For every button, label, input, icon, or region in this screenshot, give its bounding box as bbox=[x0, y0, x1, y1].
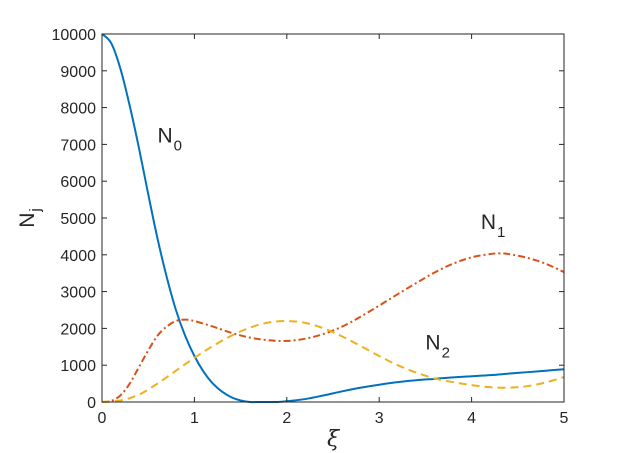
x-tick-label: 2 bbox=[282, 410, 291, 427]
series-label-main: N bbox=[481, 211, 496, 234]
x-axis-label: ξ bbox=[327, 427, 341, 452]
y-axis-label: Nj bbox=[16, 208, 44, 228]
y-tick-label: 8000 bbox=[60, 101, 96, 118]
series-line-n2 bbox=[101, 320, 565, 403]
x-tick-label: 5 bbox=[560, 410, 569, 427]
y-tick-label: 0 bbox=[87, 395, 96, 412]
series-label-n0: N0 bbox=[157, 125, 182, 155]
y-axis-label-main: N bbox=[16, 213, 39, 228]
series-label-sub: 2 bbox=[442, 344, 450, 361]
y-tick-label: 2000 bbox=[60, 321, 96, 338]
y-tick-label: 6000 bbox=[60, 174, 96, 191]
plot-area-background bbox=[102, 34, 564, 402]
x-tick-label: 1 bbox=[190, 410, 199, 427]
y-axis-label-sub: j bbox=[27, 208, 44, 212]
tick-layer: 0 1 2 3 4 5 0 1000 2000 3000 4000 5000 6000 7000 8000 9… bbox=[52, 27, 569, 427]
x-tick-label: 4 bbox=[467, 410, 476, 427]
series-label-main: N bbox=[157, 125, 172, 148]
series-label-n2: N2 bbox=[425, 331, 450, 361]
series-label-sub: 0 bbox=[174, 138, 182, 155]
y-tick-label: 7000 bbox=[60, 137, 96, 154]
x-tick-label: 3 bbox=[375, 410, 384, 427]
series-label-main: N bbox=[425, 331, 440, 354]
y-tick-label: 5000 bbox=[60, 211, 96, 228]
series-label-sub: 1 bbox=[497, 224, 505, 241]
series-label-n1: N1 bbox=[481, 211, 506, 241]
series-line-n1 bbox=[101, 252, 565, 403]
y-tick-label: 3000 bbox=[60, 285, 96, 302]
x-tick-label: 0 bbox=[98, 410, 107, 427]
y-tick-label: 10000 bbox=[52, 27, 97, 44]
y-tick-label: 9000 bbox=[60, 64, 96, 81]
svg-text:Nj: Nj bbox=[16, 208, 44, 228]
y-tick-label: 1000 bbox=[60, 358, 96, 375]
y-tick-label: 4000 bbox=[60, 248, 96, 265]
